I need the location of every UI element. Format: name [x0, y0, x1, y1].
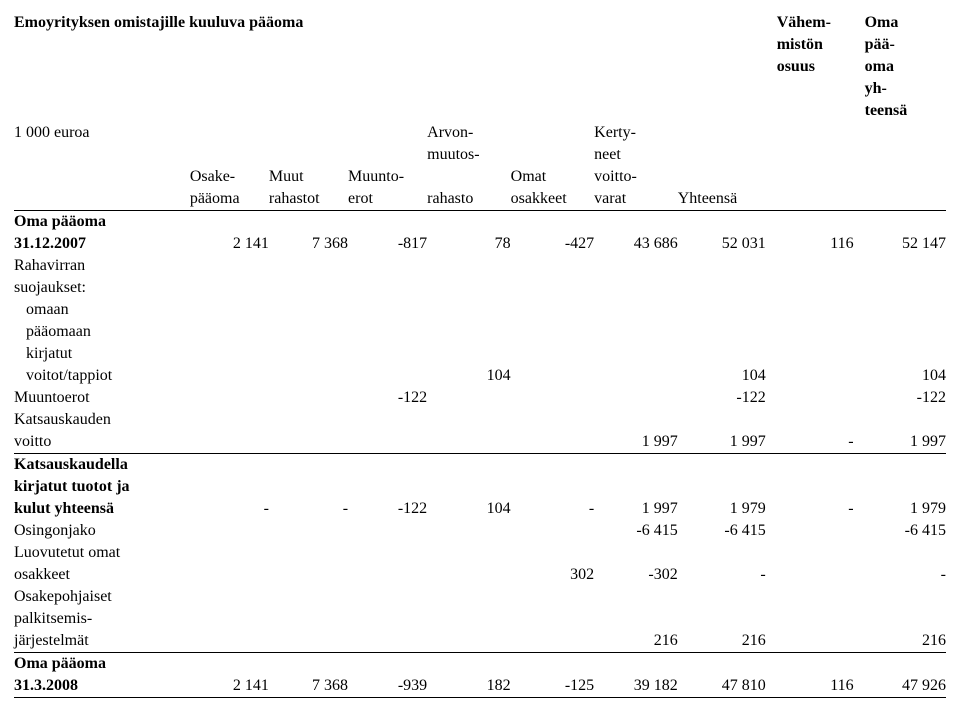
r-kk-c8: -: [777, 431, 854, 454]
col4-l3: rahasto: [427, 188, 511, 211]
kk-l1: Katsauskauden: [14, 409, 190, 431]
luov-l2: osakkeet: [14, 564, 190, 586]
r-luov-c5: 302: [511, 564, 595, 586]
rlast-c8: 116: [777, 675, 854, 698]
r-luov-c9: -: [865, 564, 946, 586]
raha-l2: suojaukset:: [14, 277, 190, 299]
title-vahem-3: osuus: [777, 56, 854, 78]
col1-l2: pääoma: [190, 188, 269, 211]
r-kky-c3: -122: [348, 498, 427, 520]
title-oma-3: oma: [865, 56, 946, 78]
r-osp-c6: 216: [594, 630, 678, 653]
page-container: Emoyrityksen omistajille kuuluva pääoma …: [0, 0, 960, 710]
r-kky-c5: -: [511, 498, 595, 520]
r-luov-c7: -: [678, 564, 766, 586]
rlast-c6: 39 182: [594, 675, 678, 698]
kk-l2: voitto: [14, 431, 190, 454]
equity-table: Emoyrityksen omistajille kuuluva pääoma …: [14, 12, 946, 698]
r1-c2: 7 368: [269, 233, 348, 255]
r-muunto-c7: -122: [678, 387, 766, 409]
oma-paaoma-heading: Oma pääoma: [14, 211, 190, 234]
r1-c5: -427: [511, 233, 595, 255]
osingon-label: Osingonjako: [14, 520, 190, 542]
rlast-c2: 7 368: [269, 675, 348, 698]
title-oma-2: pää-: [865, 34, 946, 56]
r-kky-c9: 1 979: [865, 498, 946, 520]
r1-c1: 2 141: [190, 233, 269, 255]
r1-c3: -817: [348, 233, 427, 255]
title-vahem-1: Vähem-: [777, 12, 854, 34]
rlast-c7: 47 810: [678, 675, 766, 698]
kky-l3: kulut yhteensä: [14, 498, 190, 520]
col3-l2: erot: [348, 188, 427, 211]
raha-l1: Rahavirran: [14, 255, 190, 277]
col5-l1: Omat: [511, 166, 595, 188]
date-2008: 31.3.2008: [14, 675, 190, 698]
date-2007: 31.12.2007: [14, 233, 190, 255]
col6-l2: neet: [594, 144, 678, 166]
r1-c6: 43 686: [594, 233, 678, 255]
title-oma-4: yh-: [865, 78, 946, 100]
r-kky-c7: 1 979: [678, 498, 766, 520]
r-osin-c6: -6 415: [594, 520, 678, 542]
r-kk-c9: 1 997: [865, 431, 946, 454]
rlast-c5: -125: [511, 675, 595, 698]
r1-c8: 116: [777, 233, 854, 255]
col4-l2: muutos-: [427, 144, 511, 166]
r1-c4: 78: [427, 233, 511, 255]
muuntoerot-label: Muuntoerot: [14, 387, 190, 409]
title-left: Emoyrityksen omistajille kuuluva pääoma: [14, 12, 766, 34]
col1-l1: Osake-: [190, 166, 269, 188]
r-osp-c9: 216: [865, 630, 946, 653]
unit-label: 1 000 euroa: [14, 122, 190, 144]
osp-l3: järjestelmät: [14, 630, 190, 653]
osp-l2: palkitsemis-: [14, 608, 190, 630]
rlast-c1: 2 141: [190, 675, 269, 698]
r-kky-c4: 104: [427, 498, 511, 520]
title-vahem-2: mistön: [777, 34, 854, 56]
col6-l3: voitto-: [594, 166, 678, 188]
r-voitot-c4: 104: [427, 365, 511, 387]
raha-l6: voitot/tappiot: [14, 365, 190, 387]
title-oma-1: Oma: [865, 12, 946, 34]
rlast-c3: -939: [348, 675, 427, 698]
col6-l1: Kerty-: [594, 122, 678, 144]
r-osin-c9: -6 415: [865, 520, 946, 542]
r-kky-c2: -: [269, 498, 348, 520]
r1-c9: 52 147: [865, 233, 946, 255]
osp-l1: Osakepohjaiset: [14, 586, 190, 608]
r-kky-c8: -: [777, 498, 854, 520]
col3-l1: Muunto-: [348, 166, 427, 188]
r-voitot-c7: 104: [678, 365, 766, 387]
oma-paaoma-heading-2: Oma pääoma: [14, 653, 190, 676]
r-muunto-c9: -122: [865, 387, 946, 409]
r-muunto-c3: -122: [348, 387, 427, 409]
col5-l2: osakkeet: [511, 188, 595, 211]
r-kk-c6: 1 997: [594, 431, 678, 454]
r1-c7: 52 031: [678, 233, 766, 255]
kky-l1: Katsauskaudella: [14, 454, 190, 477]
col6-l4: varat: [594, 188, 678, 211]
col2-l2: rahastot: [269, 188, 348, 211]
kky-l2: kirjatut tuotot ja: [14, 476, 190, 498]
r-osp-c7: 216: [678, 630, 766, 653]
rlast-c9: 47 926: [865, 675, 946, 698]
r-osin-c7: -6 415: [678, 520, 766, 542]
col7-l1: Yhteensä: [678, 188, 766, 211]
raha-l5: kirjatut: [14, 343, 190, 365]
col2-l1: Muut: [269, 166, 348, 188]
r-kky-c6: 1 997: [594, 498, 678, 520]
raha-l4: pääomaan: [14, 321, 190, 343]
rlast-c4: 182: [427, 675, 511, 698]
r-kk-c7: 1 997: [678, 431, 766, 454]
r-voitot-c9: 104: [865, 365, 946, 387]
title-oma-5: teensä: [865, 100, 946, 122]
raha-l3: omaan: [14, 299, 190, 321]
r-kky-c1: -: [190, 498, 269, 520]
r-luov-c6: -302: [594, 564, 678, 586]
luov-l1: Luovutetut omat: [14, 542, 190, 564]
col4-l1: Arvon-: [427, 122, 511, 144]
